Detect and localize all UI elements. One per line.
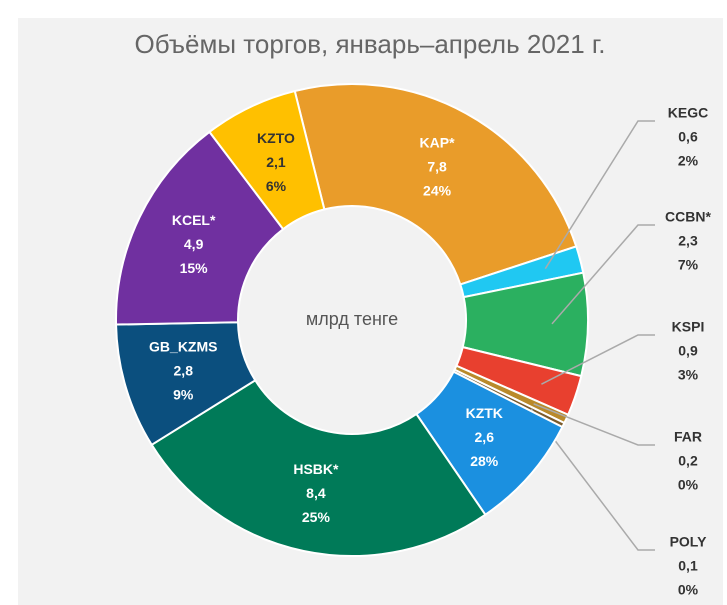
slice-name: CCBN* xyxy=(665,209,711,225)
percent-label: 28% xyxy=(470,453,499,469)
value-label: 2,1 xyxy=(266,154,286,170)
leader-line xyxy=(541,334,655,385)
slice-name: KCEL* xyxy=(172,212,216,228)
percent-label: 9% xyxy=(173,387,194,403)
slice-name: KAP* xyxy=(420,135,456,151)
slice-name: KZTO xyxy=(257,130,295,146)
slice-name: HSBK* xyxy=(293,461,339,477)
slice xyxy=(150,378,487,557)
slice-name: KSPI xyxy=(672,319,705,335)
percent-label: 15% xyxy=(180,260,209,276)
percent-label: 6% xyxy=(266,178,287,194)
value-label: 8,4 xyxy=(306,485,326,501)
leader-line xyxy=(544,120,655,270)
slice-name: GB_KZMS xyxy=(149,339,217,355)
value-label: 2,6 xyxy=(475,429,495,445)
percent-label: 0% xyxy=(678,477,699,493)
slice xyxy=(115,130,285,326)
percent-label: 7% xyxy=(678,257,699,273)
chart-title: Объёмы торгов, январь–апрель 2021 г. xyxy=(135,29,606,59)
value-label: 0,1 xyxy=(678,558,698,574)
center-label: млрд тенге xyxy=(306,309,398,329)
leader-line xyxy=(530,408,655,551)
slice-name: FAR xyxy=(674,429,702,445)
percent-label: 0% xyxy=(678,582,699,598)
slice-name: POLY xyxy=(670,534,707,550)
percent-label: 24% xyxy=(423,183,452,199)
percent-label: 2% xyxy=(678,153,699,169)
leader-line xyxy=(533,403,655,446)
slice-name: KEGC xyxy=(668,105,708,121)
value-label: 0,6 xyxy=(678,129,698,145)
slice xyxy=(293,83,578,286)
slice-name: KZTK xyxy=(466,405,503,421)
value-label: 0,9 xyxy=(678,343,698,359)
value-label: 2,8 xyxy=(174,363,194,379)
value-label: 0,2 xyxy=(678,453,698,469)
percent-label: 25% xyxy=(302,509,331,525)
value-label: 4,9 xyxy=(184,236,204,252)
value-label: 7,8 xyxy=(427,159,447,175)
leader-line xyxy=(551,224,655,325)
slice xyxy=(208,89,326,231)
value-label: 2,3 xyxy=(678,233,698,249)
percent-label: 3% xyxy=(678,367,699,383)
